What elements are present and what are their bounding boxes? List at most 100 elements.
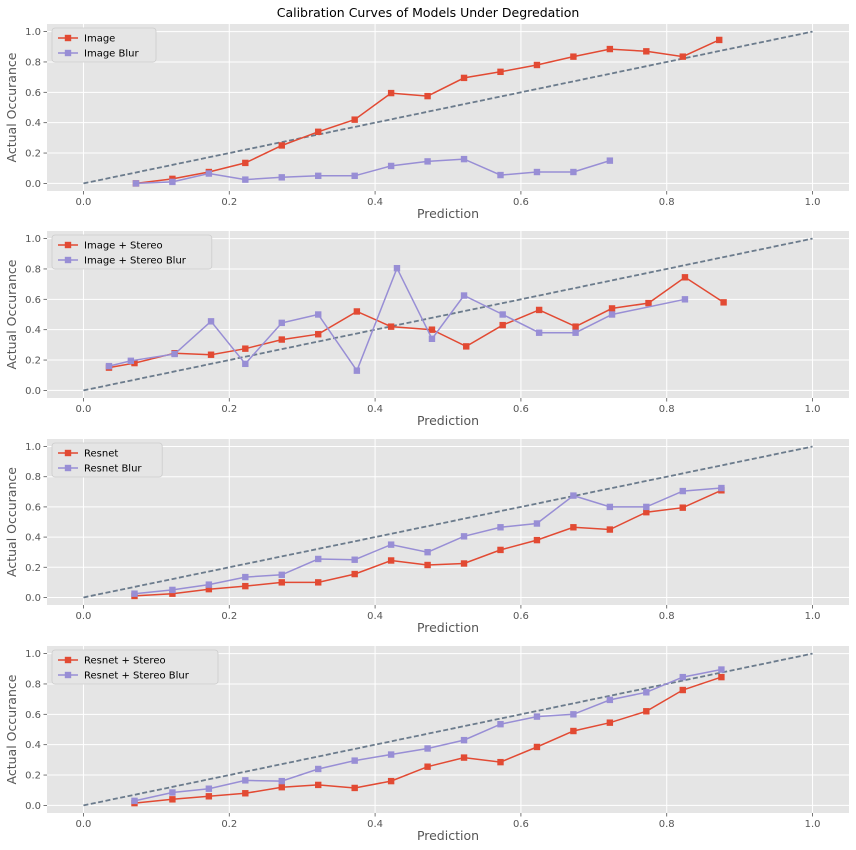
series-marker [533, 61, 541, 69]
series-marker [351, 556, 358, 563]
series-marker [679, 53, 686, 60]
chart-panel-2: 0.0 0.2 0.4 0.6 0.8 1.0 0.0 0.2 0.4 0.6 0.8 1.0 Pred… [4, 231, 849, 428]
series-marker [278, 174, 285, 181]
x-tick-label: 0.6 [513, 819, 529, 830]
series-marker [387, 777, 395, 785]
series-marker [718, 666, 725, 673]
y-tick-label: 0.0 [25, 593, 41, 604]
series-marker [572, 329, 579, 336]
x-tick-label: 0.4 [367, 197, 383, 208]
series-marker [718, 673, 725, 681]
series-marker [570, 711, 577, 718]
series-marker [169, 796, 176, 803]
series-marker [570, 727, 577, 735]
y-axis-label: Actual Occurance [4, 674, 19, 784]
legend-label: Image + Stereo [84, 241, 163, 252]
series-marker [387, 541, 395, 548]
series-marker [242, 582, 249, 590]
series-marker [570, 524, 577, 531]
series-marker [497, 546, 504, 554]
y-tick-label: 1.0 [25, 27, 41, 38]
series-marker [351, 570, 358, 578]
series-marker [278, 579, 285, 586]
legend-label: Resnet [84, 449, 118, 460]
legend-label: Image Blur [84, 49, 139, 60]
series-marker [643, 708, 650, 715]
series-marker [132, 180, 140, 187]
series-marker [242, 360, 249, 368]
legend-box [51, 234, 213, 270]
series-marker [315, 128, 322, 135]
series-marker [424, 158, 431, 165]
series-marker [679, 487, 686, 495]
series-marker [207, 351, 215, 358]
series-marker [315, 781, 322, 789]
series-marker [205, 170, 213, 177]
series-marker [497, 524, 504, 531]
legend-marker [64, 256, 72, 264]
y-tick-label: 0.8 [25, 57, 41, 68]
y-tick-label: 0.8 [25, 679, 41, 690]
perfect-calibration-line [83, 30, 813, 185]
legend-label: Image [84, 34, 115, 45]
series-marker [387, 89, 395, 97]
series-marker [497, 68, 504, 76]
x-tick-label: 0.4 [367, 819, 383, 830]
series-marker [460, 533, 468, 540]
y-tick-label: 0.6 [25, 710, 41, 721]
legend-marker [64, 241, 72, 249]
series-marker [570, 168, 577, 176]
series-marker [242, 176, 249, 183]
series-marker [169, 789, 176, 796]
series-marker [207, 318, 215, 325]
series-marker [643, 48, 650, 55]
x-tick-label: 0.2 [221, 819, 237, 830]
x-tick-label: 0.8 [659, 197, 675, 208]
series-marker [127, 357, 135, 365]
series-marker [424, 745, 431, 752]
series-line-2 [135, 158, 611, 185]
series-marker [393, 264, 401, 272]
series-marker [351, 784, 358, 792]
series-marker [205, 793, 213, 800]
x-tick-label: 1.0 [805, 197, 821, 208]
series-marker [535, 329, 543, 336]
series-marker [497, 171, 504, 179]
x-tick-label: 1.0 [805, 611, 821, 622]
series-marker [315, 331, 322, 338]
y-tick-label: 0.0 [25, 179, 41, 190]
y-tick-label: 0.6 [25, 88, 41, 99]
series-marker [169, 590, 176, 597]
legend-marker [64, 49, 72, 57]
chart-panel-1: 0.0 0.2 0.4 0.6 0.8 1.0 0.0 0.2 0.4 0.6 0.8 1.0 Pred… [4, 24, 849, 221]
series-marker [387, 751, 395, 758]
x-axis-label: Prediction [417, 413, 479, 428]
series-marker [278, 336, 285, 343]
series-marker [499, 321, 506, 329]
series-line-1 [108, 276, 725, 369]
series-marker [720, 299, 727, 306]
series-marker [499, 311, 506, 318]
series-marker [424, 548, 431, 556]
x-tick-label: 0.6 [513, 197, 529, 208]
series-marker [205, 581, 213, 588]
chart-panel-3: 0.0 0.2 0.4 0.6 0.8 1.0 0.0 0.2 0.4 0.6 0.8 1.0 Pred… [4, 439, 849, 635]
series-marker [131, 359, 138, 367]
series-marker [533, 520, 541, 527]
series-marker [315, 311, 322, 318]
series-marker [679, 673, 686, 681]
legend-label: Resnet + Stereo Blur [84, 671, 190, 682]
series-marker [428, 326, 436, 333]
legend-marker [64, 671, 72, 679]
y-tick-label: 1.0 [25, 649, 41, 660]
x-tick-label: 1.0 [805, 404, 821, 415]
y-tick-label: 0.0 [25, 801, 41, 812]
series-marker [315, 172, 322, 180]
series-marker [242, 159, 249, 167]
legend-marker [64, 464, 72, 472]
series-marker [572, 323, 579, 330]
series-marker [169, 586, 176, 594]
series-marker [460, 754, 468, 761]
series-marker [205, 585, 213, 593]
series-marker [460, 560, 468, 567]
